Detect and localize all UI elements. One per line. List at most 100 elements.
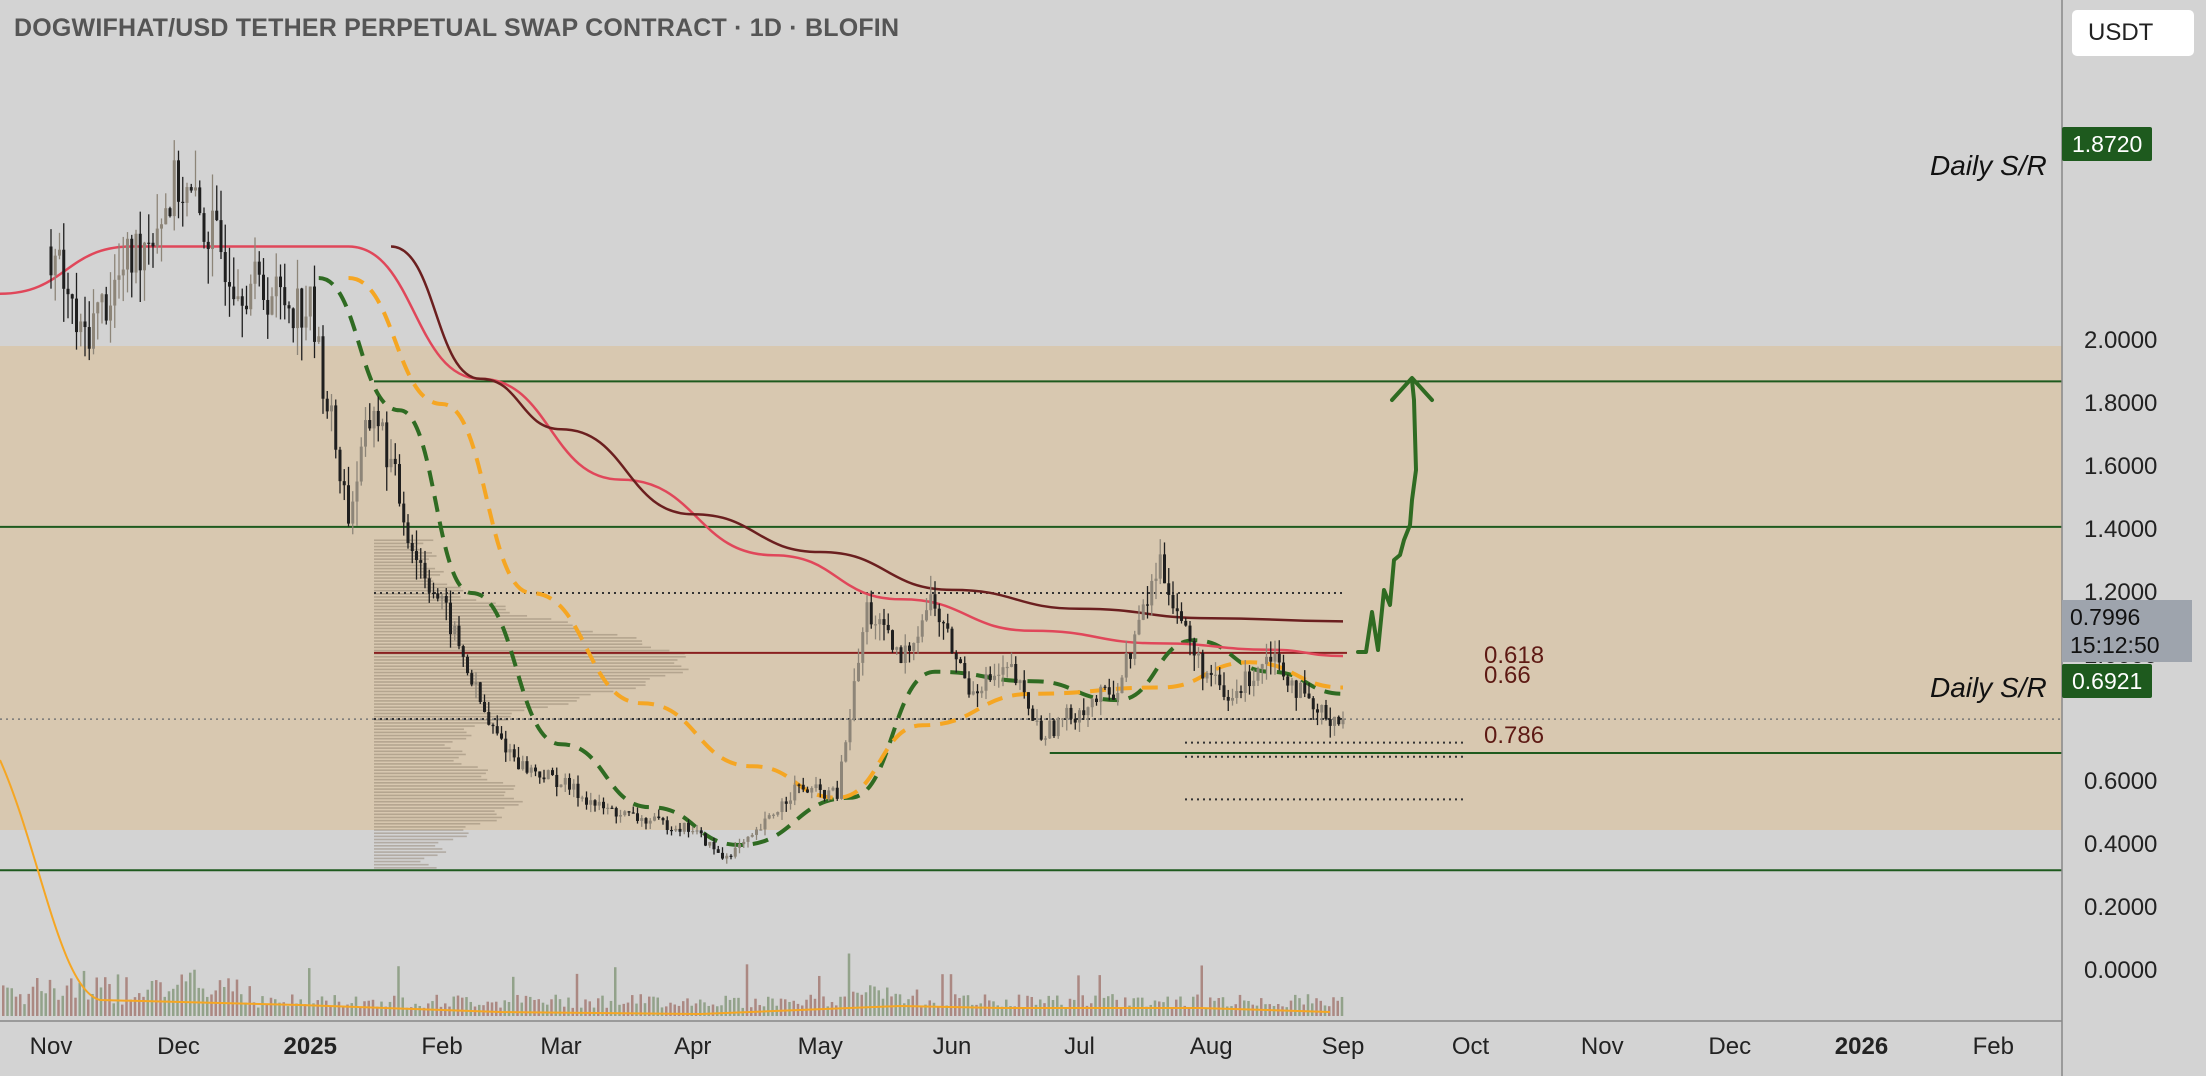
price-axis-tick: 1.6000 [2084, 453, 2158, 480]
volume-profile-bar [374, 744, 445, 746]
candle-body [75, 298, 78, 333]
volume-bar [809, 994, 812, 1016]
volume-bar [87, 999, 90, 1016]
volume-bar [159, 982, 162, 1016]
projection-path [1356, 378, 1418, 654]
volume-bar [856, 992, 859, 1016]
candle-body [453, 625, 457, 635]
candle-body [1056, 718, 1060, 737]
candle-body [929, 594, 933, 611]
volume-profile-bar [374, 684, 646, 686]
volume-bar [1077, 975, 1080, 1016]
volume-bar [682, 1001, 685, 1016]
candle-body [1311, 698, 1315, 710]
volume-bar [1043, 1003, 1046, 1016]
candle-body [878, 619, 882, 625]
candle-body [882, 619, 886, 625]
volume-bar [184, 981, 188, 1016]
volume-bar [983, 994, 987, 1016]
candle-body [181, 201, 185, 204]
volume-bar [533, 999, 536, 1016]
volume-bar [618, 1004, 621, 1016]
volume-bar [558, 999, 562, 1016]
candle-body [1226, 696, 1230, 701]
candle-body [313, 286, 316, 342]
candle-body [155, 228, 159, 247]
volume-bar [711, 1004, 715, 1016]
candle-body [92, 313, 95, 349]
candle-body [1010, 664, 1013, 667]
candle-body [546, 770, 550, 780]
candle-body [857, 662, 860, 682]
projection-arrowhead [1390, 376, 1434, 402]
candle-body [1260, 664, 1264, 669]
candle-body [1222, 685, 1226, 697]
volume-profile-bar [374, 633, 618, 636]
candle-body [1167, 583, 1171, 595]
currency-selector[interactable]: USDT [2072, 10, 2194, 56]
candle-body [997, 674, 1001, 676]
candle-body [457, 625, 461, 647]
candle-body [334, 405, 338, 450]
candle-body [1188, 625, 1192, 641]
volume-profile-bar [374, 558, 429, 560]
candle-body [925, 610, 928, 621]
volume-profile-bar [374, 608, 506, 611]
volume-profile-bar [374, 822, 481, 825]
volume-bar [1289, 1000, 1293, 1016]
time-axis-tick: Nov [29, 1033, 73, 1060]
candle-body [419, 560, 423, 563]
candle-body [300, 288, 304, 328]
candle-body [869, 602, 873, 625]
volume-bar [546, 1004, 549, 1016]
volume-bar [563, 1006, 566, 1016]
volume-bar [894, 993, 897, 1016]
candle-body [835, 787, 839, 799]
candle-body [53, 255, 57, 276]
volume-bar [1179, 996, 1182, 1016]
candle-body [891, 630, 894, 650]
volume-bar [1170, 1007, 1174, 1016]
candle-body [410, 543, 414, 552]
volume-profile-bar [374, 788, 514, 790]
volume-profile-bar [374, 772, 486, 775]
volume-bar [278, 1002, 281, 1016]
candle-body [912, 642, 916, 651]
volume-bar [567, 997, 570, 1016]
volume-bar [503, 1000, 506, 1016]
candle-body [980, 690, 984, 694]
candle-body [432, 592, 435, 594]
volume-bar [1319, 1000, 1322, 1016]
candle-body [865, 602, 869, 633]
candle-body [1192, 640, 1196, 656]
volume-bar [754, 998, 757, 1016]
volume-bar [1030, 996, 1033, 1016]
candle-body [372, 410, 376, 429]
candle-body [1299, 682, 1302, 698]
volume-bar [601, 995, 604, 1016]
volume-profile-bar [374, 741, 453, 743]
candle-body [763, 818, 767, 830]
volume-bar [1298, 998, 1301, 1016]
volume-bar [439, 1006, 443, 1016]
candle-body [219, 220, 223, 253]
volume-bar [1047, 995, 1050, 1016]
volume-bar [384, 1006, 387, 1016]
candle-body [449, 602, 452, 635]
volume-bar [252, 1002, 256, 1016]
candle-body [1082, 710, 1086, 716]
volume-bar [1064, 1007, 1067, 1016]
candle-body [1294, 680, 1298, 698]
range-zone [0, 346, 2062, 830]
candle-body [563, 777, 567, 785]
volume-profile-bar [374, 778, 488, 781]
volume-bar [529, 996, 532, 1016]
candle-body [317, 336, 321, 342]
volume-bar [716, 1006, 719, 1016]
volume-profile-bar [374, 785, 516, 787]
volume-bar [70, 978, 73, 1016]
candle-body [508, 749, 512, 753]
candle-body [1171, 594, 1175, 609]
